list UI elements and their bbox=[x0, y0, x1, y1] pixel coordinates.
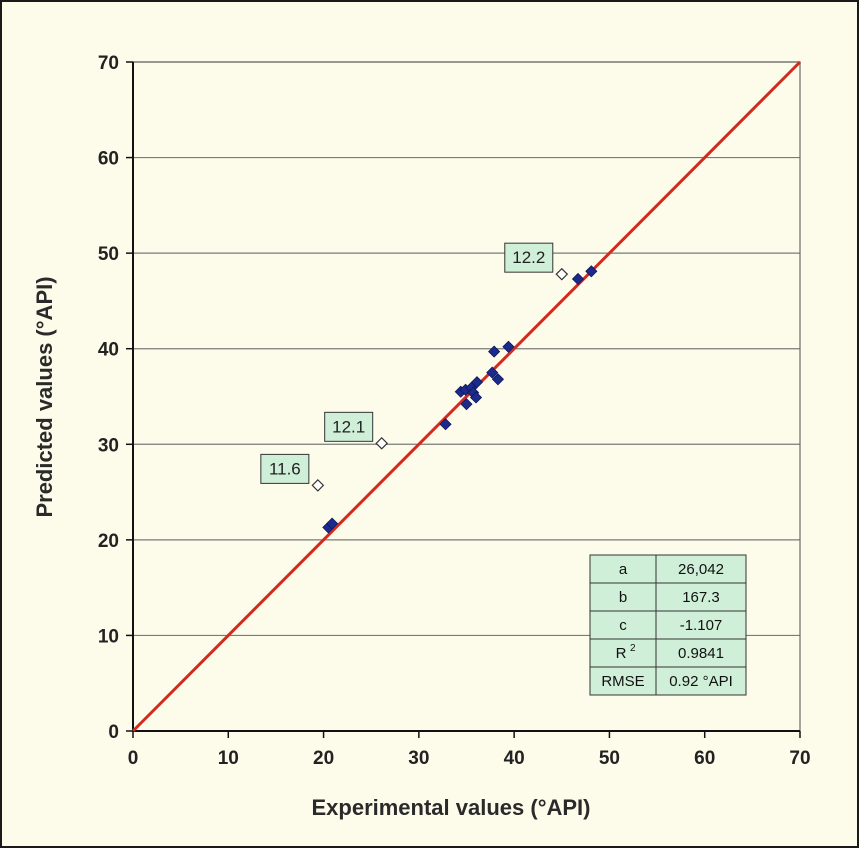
data-point bbox=[326, 517, 339, 530]
table-value-cell bbox=[655, 638, 747, 668]
x-tick-label: 10 bbox=[218, 748, 239, 769]
y-tick-label: 50 bbox=[98, 244, 119, 265]
x-axis-ticks: 0 10 20 30 40 50 60 70 bbox=[128, 731, 811, 769]
callout-box bbox=[504, 242, 554, 273]
y-tick-label: 30 bbox=[98, 435, 119, 456]
y-tick-label: 70 bbox=[98, 53, 119, 74]
outlier-point bbox=[555, 267, 569, 281]
y-tick-label: 0 bbox=[108, 722, 119, 743]
data-point bbox=[491, 373, 505, 386]
y-tick-label: 20 bbox=[98, 531, 119, 552]
x-tick-label: 40 bbox=[504, 748, 525, 769]
table-param-value: 167.3 bbox=[682, 589, 720, 606]
x-tick-label: 60 bbox=[694, 748, 715, 769]
y-tick-label: 40 bbox=[98, 340, 119, 361]
table-param-name: a bbox=[619, 561, 628, 578]
callout-box bbox=[260, 453, 310, 484]
data-point bbox=[571, 272, 585, 286]
callout-label: 12.1 bbox=[332, 417, 365, 436]
reference-line bbox=[131, 60, 802, 733]
table-param-value: 0.9841 bbox=[678, 645, 724, 662]
callout-label: 12.2 bbox=[512, 248, 545, 267]
y-tick-label: 60 bbox=[98, 149, 119, 170]
data-point bbox=[460, 398, 473, 411]
x-axis-title: Experimental values (°API) bbox=[311, 795, 590, 820]
outlier-point bbox=[375, 436, 389, 450]
callouts-layer: 11.6 12.1 12.2 bbox=[260, 242, 554, 484]
y-tick-label: 10 bbox=[98, 626, 119, 647]
x-tick-label: 70 bbox=[789, 748, 810, 769]
table-param-value: 26,042 bbox=[678, 561, 724, 578]
table-param-name: c bbox=[619, 617, 627, 634]
data-point bbox=[488, 345, 501, 358]
table-param-value: 0.92 °API bbox=[669, 673, 733, 690]
callout-label: 11.6 bbox=[269, 459, 301, 478]
y-axis-ticks: 0 10 20 30 40 50 60 70 bbox=[98, 53, 133, 743]
data-point bbox=[439, 418, 452, 431]
table-value-cell bbox=[655, 666, 747, 696]
data-point bbox=[585, 265, 598, 278]
outlier-point bbox=[311, 479, 325, 492]
x-tick-label: 50 bbox=[599, 748, 620, 769]
table-value-cell bbox=[655, 610, 747, 640]
x-tick-label: 20 bbox=[313, 748, 334, 769]
table-param-name: b bbox=[619, 589, 627, 606]
y-axis-title: Predicted values (°API) bbox=[32, 276, 57, 517]
table-name-cell bbox=[589, 610, 657, 640]
table-name-cell bbox=[589, 666, 657, 696]
table-param-name: RMSE bbox=[601, 673, 644, 690]
plot-area bbox=[132, 61, 801, 732]
table-value-cell bbox=[655, 582, 747, 612]
data-point bbox=[470, 376, 484, 389]
data-point bbox=[486, 366, 499, 379]
points-layer bbox=[311, 265, 598, 534]
data-point bbox=[469, 391, 483, 404]
data-point bbox=[502, 340, 515, 353]
table-param-name: R bbox=[616, 645, 627, 662]
reference-line-layer bbox=[131, 60, 802, 733]
table-param-superscript: 2 bbox=[630, 643, 636, 654]
table-value-cell bbox=[655, 554, 747, 584]
callout-box bbox=[324, 411, 374, 442]
x-tick-label: 0 bbox=[128, 748, 139, 769]
table-param-value: -1.107 bbox=[680, 617, 723, 634]
parameter-table: a 26,042 b 167.3 c -1.107 R 2 0.9841 RMSE 0.92 °AP… bbox=[589, 554, 747, 696]
x-tick-label: 30 bbox=[408, 748, 429, 769]
